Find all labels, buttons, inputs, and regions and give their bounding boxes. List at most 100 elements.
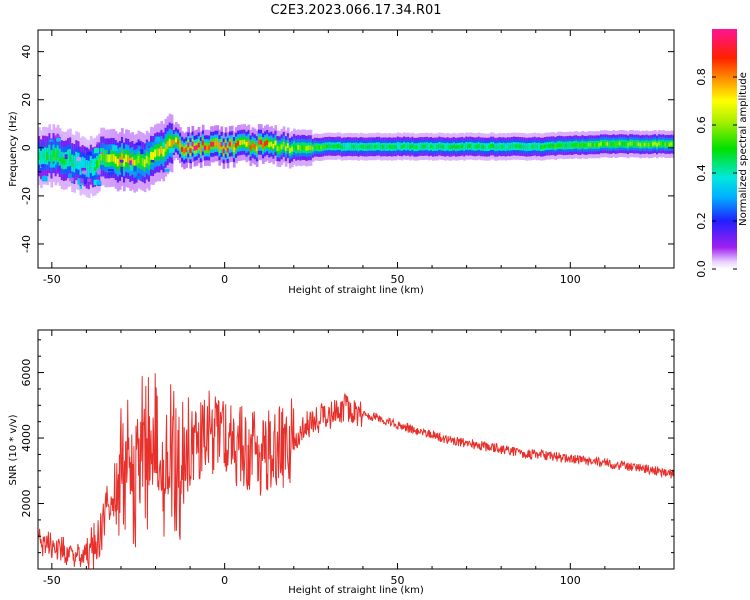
spectrogram-cell xyxy=(564,143,568,148)
spectrogram-cell xyxy=(483,145,487,149)
spectrogram-cell xyxy=(197,142,201,148)
spectrogram-cell xyxy=(91,163,95,172)
spectrogram-cell xyxy=(546,144,549,148)
spectrogram-cell xyxy=(172,140,176,145)
spectrogram-cell xyxy=(152,152,155,160)
spectrogram-cell xyxy=(164,143,168,152)
spectrogram-cell xyxy=(492,144,495,148)
spectrogram-cell xyxy=(608,142,611,147)
spectrogram-cell xyxy=(527,145,531,149)
spectrogram-cell xyxy=(342,145,346,149)
spectrogram-cell xyxy=(243,139,246,145)
spectrogram-cell xyxy=(587,142,591,147)
snr-series-line xyxy=(38,373,674,569)
spectrogram-cell xyxy=(662,141,665,146)
spectrogram-cell xyxy=(112,154,116,162)
spectrogram-cell xyxy=(571,143,574,148)
spectrogram-cell xyxy=(131,157,134,165)
spectrogram-cell xyxy=(409,145,412,149)
spectrogram-cell xyxy=(658,141,661,146)
spectrogram-cell xyxy=(108,172,114,175)
spectrogram-cell xyxy=(610,142,614,147)
spectrogram-cell xyxy=(558,143,562,147)
spectrogram-cell xyxy=(515,144,518,149)
spectrogram-cell xyxy=(529,145,533,149)
spectrogram-cell xyxy=(232,147,236,152)
spectrogram-cell xyxy=(266,140,269,145)
spectrogram-cell xyxy=(643,142,647,147)
snr-x-axis-label: Height of straight line (km) xyxy=(288,585,424,596)
spectrogram-cell xyxy=(320,145,323,150)
spectrogram-cell xyxy=(58,165,61,171)
snr-y-tick-label: 2000 xyxy=(20,490,33,518)
spectrogram-cell xyxy=(392,145,396,149)
spectrogram-cell xyxy=(672,142,674,147)
spectrogram-cell xyxy=(305,146,309,151)
spectrogram-cell xyxy=(396,144,400,148)
spectrogram-cell xyxy=(631,141,634,146)
spectrogram-cell xyxy=(168,148,175,153)
spectrogram-cell xyxy=(230,141,234,147)
spectrogram-cell xyxy=(69,153,72,162)
spectrogram-cell xyxy=(106,154,110,163)
spectrogram-y-tick-label: -40 xyxy=(20,235,33,253)
spectrogram-cell xyxy=(94,147,100,154)
spectrogram-cell xyxy=(624,142,628,146)
spectrogram-cell xyxy=(241,139,244,145)
spectrogram-cell xyxy=(239,140,242,146)
colorbar-tick-label: 0.6 xyxy=(695,116,708,134)
spectrogram-cell xyxy=(419,144,423,149)
spectrogram-cell xyxy=(93,179,100,185)
spectrogram-cell xyxy=(616,142,620,146)
spectrogram-cell xyxy=(629,141,632,146)
spectrogram-cell xyxy=(214,140,217,146)
spectrogram-cell xyxy=(71,159,74,167)
spectrogram-cell xyxy=(255,146,259,152)
spectrogram-cell xyxy=(554,144,558,149)
spectrogram-cell xyxy=(531,144,535,149)
spectrogram-cell xyxy=(666,142,670,147)
spectrogram-cell xyxy=(502,144,506,149)
spectrogram-cell xyxy=(600,142,603,146)
snr-y-tick-label: 4000 xyxy=(20,424,33,452)
spectrogram-cell xyxy=(307,145,311,151)
colorbar-tick-label: 0.4 xyxy=(695,164,708,182)
snr-y-axis-label: SNR (10 * v/v) xyxy=(8,414,19,485)
spectrogram-cell xyxy=(251,142,255,148)
spectrogram-cell xyxy=(639,143,643,147)
spectrogram-cell xyxy=(141,158,145,166)
spectrogram-cell xyxy=(100,151,103,155)
spectrogram-cell xyxy=(140,148,144,155)
spectrogram-cell xyxy=(477,144,481,148)
spectrogram-cell xyxy=(38,152,41,160)
spectrogram-cell xyxy=(136,175,143,180)
spectrogram-cell xyxy=(212,141,215,147)
spectrogram-cell xyxy=(602,142,605,146)
spectrogram-cell xyxy=(556,143,560,148)
spectrogram-cell xyxy=(344,145,348,149)
spectrogram-cell xyxy=(670,142,674,146)
spectrogram-cell xyxy=(40,155,43,164)
spectrogram-cell xyxy=(189,148,193,153)
spectrogram-cell xyxy=(452,144,456,149)
spectrogram-cell xyxy=(508,145,512,149)
spectrogram-cell xyxy=(365,145,369,149)
spectrogram-cell xyxy=(107,169,114,172)
spectrogram-cell xyxy=(386,145,390,149)
spectrogram-cell xyxy=(568,143,572,147)
spectrogram-cell xyxy=(504,145,508,149)
spectrogram-cell xyxy=(264,141,267,147)
spectrogram-cell xyxy=(79,162,83,171)
spectrogram-cell xyxy=(67,154,70,163)
spectrogram-cell xyxy=(664,142,667,147)
spectrogram-cell xyxy=(647,143,651,147)
spectrogram-cell xyxy=(104,154,108,163)
spectrogram-cell xyxy=(195,145,199,150)
spectrogram-cell xyxy=(68,177,74,182)
spectrogram-cell xyxy=(187,142,190,148)
spectrogram-cell xyxy=(224,142,228,148)
spectrogram-cell xyxy=(660,142,663,146)
spectrogram-cell xyxy=(390,145,394,149)
spectrogram-cell xyxy=(411,144,414,148)
